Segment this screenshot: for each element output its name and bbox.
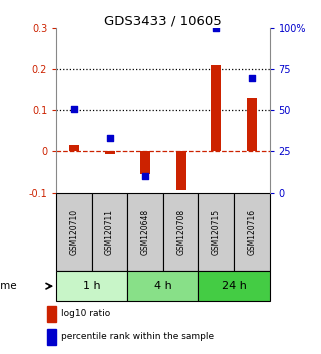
Bar [234, 193, 270, 272]
Bar [127, 193, 163, 272]
Bar [198, 272, 270, 301]
Text: log10 ratio: log10 ratio [61, 309, 110, 318]
Text: percentile rank within the sample: percentile rank within the sample [61, 332, 214, 341]
Bar [176, 152, 186, 190]
Bar [56, 272, 127, 301]
Text: GSM120648: GSM120648 [141, 209, 150, 255]
Point [178, 218, 183, 223]
Bar [198, 193, 234, 272]
Title: GDS3433 / 10605: GDS3433 / 10605 [104, 14, 222, 27]
Bar [163, 193, 198, 272]
Bar [211, 65, 221, 152]
Bar [48, 329, 56, 345]
Text: 1 h: 1 h [83, 281, 100, 291]
Text: 24 h: 24 h [221, 281, 247, 291]
Point [107, 136, 112, 141]
Bar [69, 145, 79, 152]
Bar [48, 306, 56, 322]
Text: time: time [0, 281, 18, 291]
Text: GSM120710: GSM120710 [69, 209, 78, 255]
Bar [105, 152, 115, 154]
Text: GSM120716: GSM120716 [247, 209, 256, 255]
Text: GSM120711: GSM120711 [105, 209, 114, 255]
Bar [247, 98, 257, 152]
Point [249, 75, 255, 80]
Bar [127, 272, 198, 301]
Bar [56, 193, 92, 272]
Text: 4 h: 4 h [154, 281, 172, 291]
Point [71, 106, 76, 112]
Bar [140, 152, 150, 174]
Text: GSM120708: GSM120708 [176, 209, 185, 255]
Bar [92, 193, 127, 272]
Point [143, 173, 148, 179]
Point [214, 25, 219, 31]
Text: GSM120715: GSM120715 [212, 209, 221, 255]
